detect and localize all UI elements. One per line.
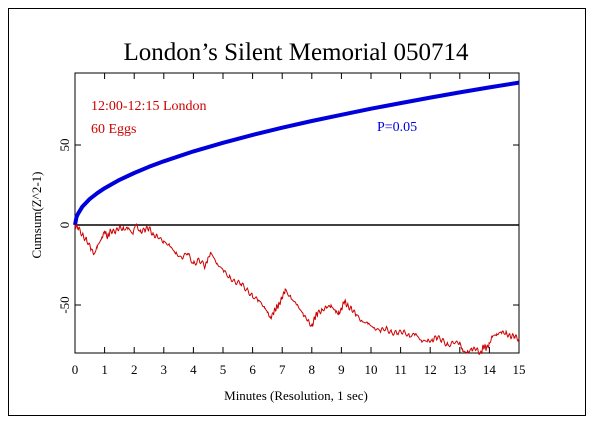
x-tick-label: 9 xyxy=(338,362,345,377)
series-line-cumulative-deviation xyxy=(74,223,520,356)
chart-frame xyxy=(8,8,586,416)
x-tick-label: 15 xyxy=(513,362,526,377)
x-tick-label: 3 xyxy=(161,362,168,377)
x-tick-label: 2 xyxy=(131,362,138,377)
annotation-egg-count: 60 Eggs xyxy=(91,122,137,137)
annotation-probability: P=0.05 xyxy=(377,120,417,135)
x-tick-label: 4 xyxy=(190,362,197,377)
annotation-time-range: 12:00-12:15 London xyxy=(91,99,207,114)
y-axis-label: Cumsum(Z^2-1) xyxy=(29,172,44,259)
y-tick-label: -50 xyxy=(57,296,72,313)
y-tick-label: 0 xyxy=(57,222,72,229)
x-tick-label: 0 xyxy=(72,362,79,377)
x-tick-label: 10 xyxy=(365,362,378,377)
x-tick-label: 12 xyxy=(424,362,437,377)
x-tick-label: 13 xyxy=(453,362,466,377)
x-tick-label: 5 xyxy=(220,362,227,377)
tick-marks xyxy=(74,73,520,353)
x-tick-label: 11 xyxy=(394,362,407,377)
x-tick-label: 7 xyxy=(279,362,286,377)
x-tick-label: 1 xyxy=(101,362,108,377)
x-tick-label: 6 xyxy=(249,362,256,377)
plot-area xyxy=(74,72,520,354)
x-tick-label: 14 xyxy=(483,362,497,377)
x-tick-label: 8 xyxy=(309,362,316,377)
y-tick-label: 50 xyxy=(57,139,72,152)
chart-title: London’s Silent Memorial 050714 xyxy=(123,39,469,66)
series-line-probability-envelope xyxy=(73,80,520,226)
x-axis-label: Minutes (Resolution, 1 sec) xyxy=(224,388,368,403)
